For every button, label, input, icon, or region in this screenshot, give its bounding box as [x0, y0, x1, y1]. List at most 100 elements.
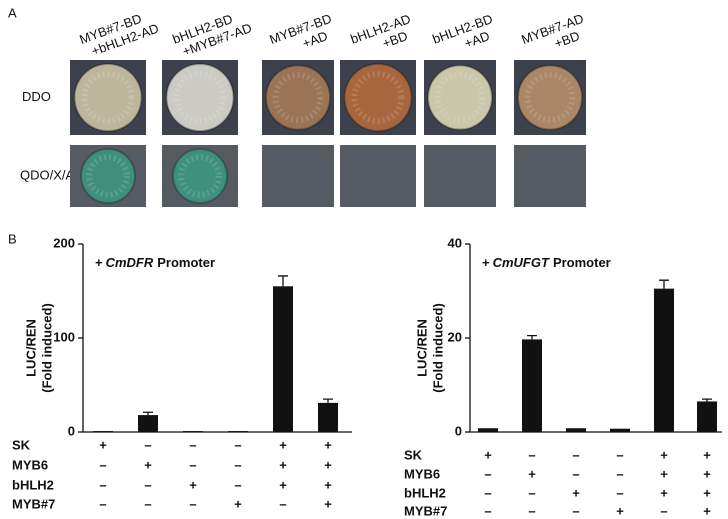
panel-label: B — [8, 231, 17, 246]
treatment-name: MYB#7 — [12, 496, 55, 511]
treatment-sign: – — [234, 457, 241, 472]
plate-image — [262, 145, 334, 207]
y-tick-label: 0 — [68, 423, 75, 438]
error-bar — [659, 279, 669, 289]
row-label: DDO — [22, 89, 51, 104]
y-axis-label-line: LUC/REN — [23, 319, 38, 377]
treatment-sign: + — [528, 466, 536, 481]
treatment-sign: – — [144, 496, 151, 511]
treatment-sign: + — [324, 457, 332, 472]
annotation: + CmDFR Promoter — [95, 255, 215, 270]
treatment-sign: + — [660, 447, 668, 462]
colony-texture — [173, 71, 227, 124]
treatment-sign: – — [144, 477, 151, 492]
treatment-sign: + — [324, 477, 332, 492]
column-label: bHLH2-BD+MYB#7-AD — [170, 11, 253, 59]
treatment-sign: – — [99, 457, 106, 472]
column-label: MYB#7-BD+bHLH2-AD — [77, 11, 160, 59]
y-tick-label: 40 — [448, 235, 462, 250]
bar — [522, 339, 542, 432]
treatment-name: SK — [12, 437, 31, 452]
y-tick-label: 100 — [53, 329, 75, 344]
treatment-sign: + — [99, 437, 107, 452]
panel-label: A — [8, 5, 17, 20]
bar — [566, 428, 586, 432]
plate-image — [424, 145, 496, 207]
bar — [228, 431, 248, 432]
treatment-sign: – — [572, 466, 579, 481]
y-axis-label-line: (Fold induced) — [430, 303, 445, 393]
treatment-sign: + — [144, 457, 152, 472]
colony-texture — [434, 72, 486, 123]
treatment-name: MYB6 — [404, 466, 440, 481]
bar — [478, 428, 498, 432]
annotation-prefix: + — [95, 255, 103, 270]
treatment-sign: + — [189, 477, 197, 492]
annotation: + CmUFGT Promoter — [482, 255, 611, 270]
treatment-sign: + — [279, 477, 287, 492]
annotation-gene: CmDFR — [106, 255, 154, 270]
treatment-sign: – — [189, 457, 196, 472]
treatment-sign: – — [660, 503, 667, 518]
yeast-colony — [165, 63, 235, 132]
yeast-colony — [427, 64, 493, 131]
y-axis-label: LUC/REN (Fold induced) — [23, 303, 54, 393]
plate-image — [340, 145, 416, 207]
y-tick-label: 200 — [53, 235, 75, 250]
colony-texture — [86, 154, 130, 198]
treatment-sign: + — [324, 437, 332, 452]
treatment-name: MYB6 — [12, 457, 48, 472]
annotation-prefix: + — [482, 255, 490, 270]
y-axis-label: LUC/REN (Fold induced) — [414, 303, 445, 393]
bar — [273, 286, 293, 432]
annotation-suffix: Promoter — [157, 255, 215, 270]
treatment-sign: + — [703, 466, 711, 481]
treatment-sign: – — [528, 447, 535, 462]
treatment-sign: + — [616, 503, 624, 518]
annotation-suffix: Promoter — [553, 255, 611, 270]
error-bar — [278, 275, 288, 287]
treatment-sign: + — [703, 503, 711, 518]
treatment-sign: + — [234, 496, 242, 511]
bar — [654, 288, 674, 432]
treatment-sign: – — [616, 447, 623, 462]
yeast-colony — [265, 64, 331, 131]
treatment-name: SK — [404, 447, 423, 462]
treatment-sign: + — [660, 466, 668, 481]
column-label: MYB#7-AD+BD — [519, 11, 585, 51]
treatment-sign: + — [703, 447, 711, 462]
treatment-sign: – — [189, 437, 196, 452]
treatment-sign: – — [99, 477, 106, 492]
treatment-sign: – — [528, 503, 535, 518]
treatment-sign: – — [234, 477, 241, 492]
treatment-sign: – — [484, 466, 491, 481]
treatment-name: bHLH2 — [12, 477, 54, 492]
bar — [93, 431, 113, 432]
treatment-sign: – — [189, 496, 196, 511]
colony-texture — [351, 71, 405, 124]
treatment-sign: – — [99, 496, 106, 511]
treatment-sign: + — [660, 485, 668, 500]
treatment-name: bHLH2 — [404, 485, 446, 500]
column-label: bHLH2-AD+BD — [348, 11, 412, 51]
treatment-sign: – — [616, 466, 623, 481]
bar — [697, 401, 717, 432]
treatment-sign: – — [279, 496, 286, 511]
colony-texture — [524, 72, 576, 123]
yeast-colony — [80, 148, 136, 204]
y-axis-label-line: LUC/REN — [414, 319, 429, 377]
plate-image — [514, 145, 586, 207]
treatment-sign: + — [484, 447, 492, 462]
row-label: QDO/X/A — [20, 167, 75, 182]
treatment-sign: – — [572, 503, 579, 518]
yeast-colony — [73, 63, 143, 132]
treatment-sign: – — [616, 485, 623, 500]
treatment-sign: – — [484, 503, 491, 518]
yeast-colony — [172, 148, 228, 204]
treatment-sign: + — [324, 496, 332, 511]
treatment-sign: – — [234, 437, 241, 452]
y-tick-label: 20 — [448, 329, 462, 344]
bar — [183, 431, 203, 432]
bar — [138, 415, 158, 432]
